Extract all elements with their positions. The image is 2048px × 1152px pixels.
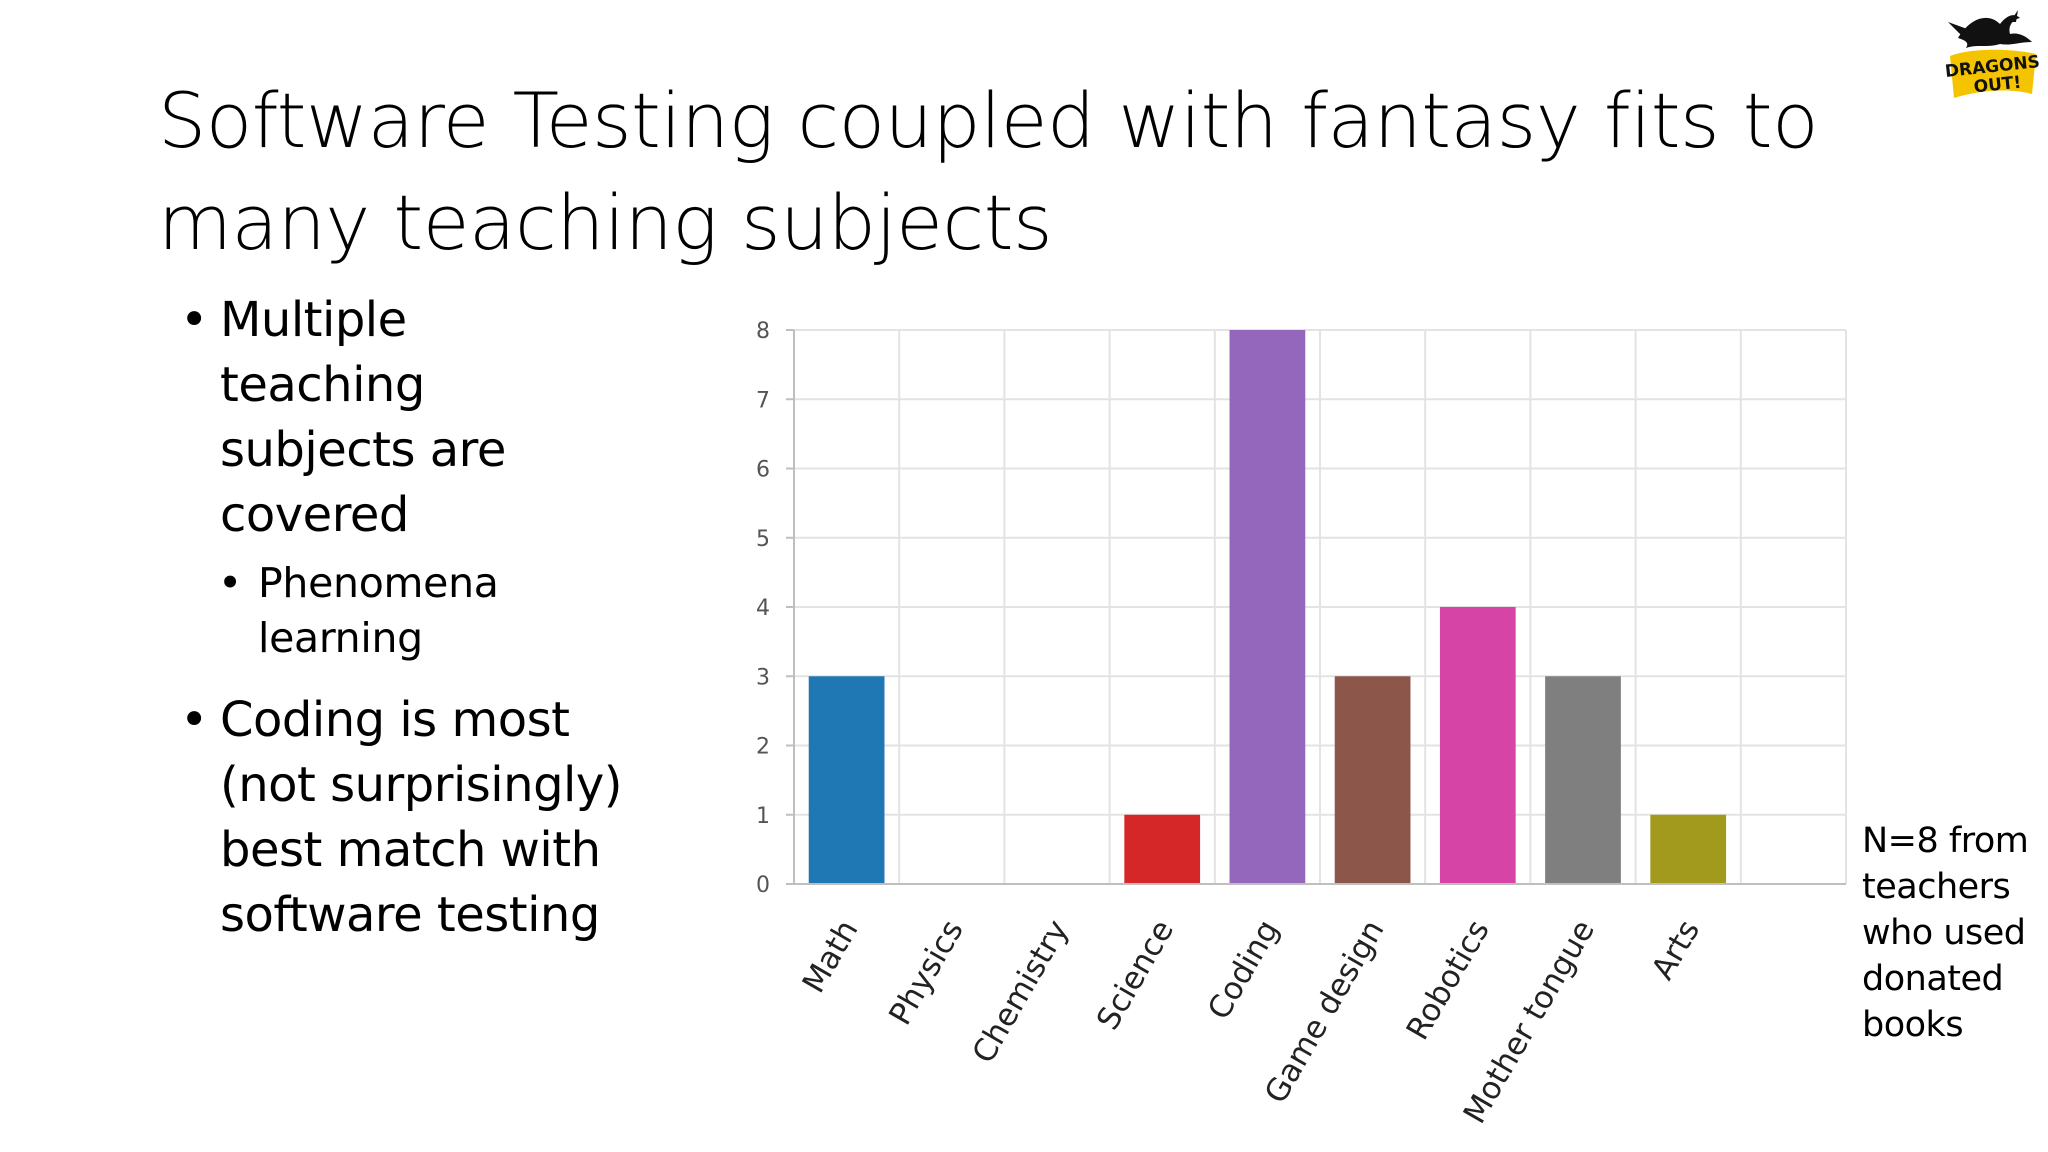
bullet-line: best match with bbox=[220, 822, 601, 878]
bar bbox=[1334, 676, 1411, 884]
sub-bullet-line: learning bbox=[258, 614, 423, 662]
x-tick-label: Arts bbox=[1645, 914, 1707, 986]
y-tick-label: 1 bbox=[756, 804, 770, 829]
bullet-line: teaching bbox=[220, 357, 425, 413]
sample-note: N=8 from teachers who used donated books bbox=[1862, 818, 2042, 1048]
bullet-item: Multiple teaching subjects are covered bbox=[180, 288, 680, 548]
x-tick-label: Chemistry bbox=[965, 914, 1075, 1069]
bullet-line: subjects are bbox=[220, 422, 506, 478]
x-tick-label: Coding bbox=[1201, 914, 1286, 1026]
x-tick-label: Math bbox=[796, 914, 866, 999]
bullet-item: Coding is most (not surprisingly) best m… bbox=[180, 688, 680, 948]
y-tick-label: 6 bbox=[756, 458, 770, 483]
bar bbox=[1650, 814, 1727, 884]
x-tick-label: Science bbox=[1090, 914, 1181, 1036]
sub-bullet-item: Phenomena learning bbox=[218, 556, 680, 666]
y-tick-label: 4 bbox=[756, 596, 770, 621]
logo-badge bbox=[1950, 49, 2036, 98]
bar bbox=[1124, 814, 1201, 884]
slide-title: Software Testing coupled with fantasy fi… bbox=[158, 70, 1918, 274]
bullet-line: Multiple bbox=[220, 292, 407, 348]
bullet-list: Multiple teaching subjects are covered P… bbox=[180, 288, 680, 948]
y-tick-label: 2 bbox=[756, 735, 770, 760]
y-tick-label: 3 bbox=[756, 665, 770, 690]
title-line: many teaching subjects bbox=[158, 178, 1053, 267]
bar bbox=[808, 676, 885, 884]
y-tick-label: 7 bbox=[756, 388, 770, 413]
sub-bullet-line: Phenomena bbox=[258, 559, 499, 607]
y-tick-label: 8 bbox=[756, 319, 770, 344]
chart-axes bbox=[786, 329, 1846, 885]
y-tick-label: 5 bbox=[756, 527, 770, 552]
bullet-line: (not surprisingly) bbox=[220, 757, 623, 813]
bar bbox=[1229, 330, 1306, 884]
note-line: books bbox=[1862, 1005, 1964, 1045]
logo-text: OUT! bbox=[1973, 73, 2022, 98]
dragon-icon bbox=[1948, 10, 2032, 48]
note-line: who used bbox=[1862, 913, 2026, 953]
note-line: donated bbox=[1862, 959, 2004, 999]
x-tick-label: Robotics bbox=[1400, 914, 1497, 1046]
chart-grid bbox=[794, 329, 1847, 884]
x-tick-label: Physics bbox=[882, 914, 971, 1031]
note-line: N=8 from bbox=[1862, 821, 2029, 861]
bullet-line: covered bbox=[220, 487, 409, 543]
y-tick-label: 0 bbox=[756, 873, 770, 898]
note-line: teachers bbox=[1862, 867, 2011, 907]
bullet-line: software testing bbox=[220, 887, 600, 943]
bar bbox=[1545, 676, 1621, 884]
bullet-line: Coding is most bbox=[220, 692, 570, 748]
y-tick-labels: 0 1 2 3 4 5 6 7 8 bbox=[756, 319, 770, 898]
dragons-out-logo: DRAGONS OUT! bbox=[1944, 10, 2040, 98]
title-line: Software Testing coupled with fantasy fi… bbox=[158, 76, 1819, 165]
chart-bars bbox=[808, 330, 1727, 884]
bar bbox=[1439, 607, 1516, 884]
